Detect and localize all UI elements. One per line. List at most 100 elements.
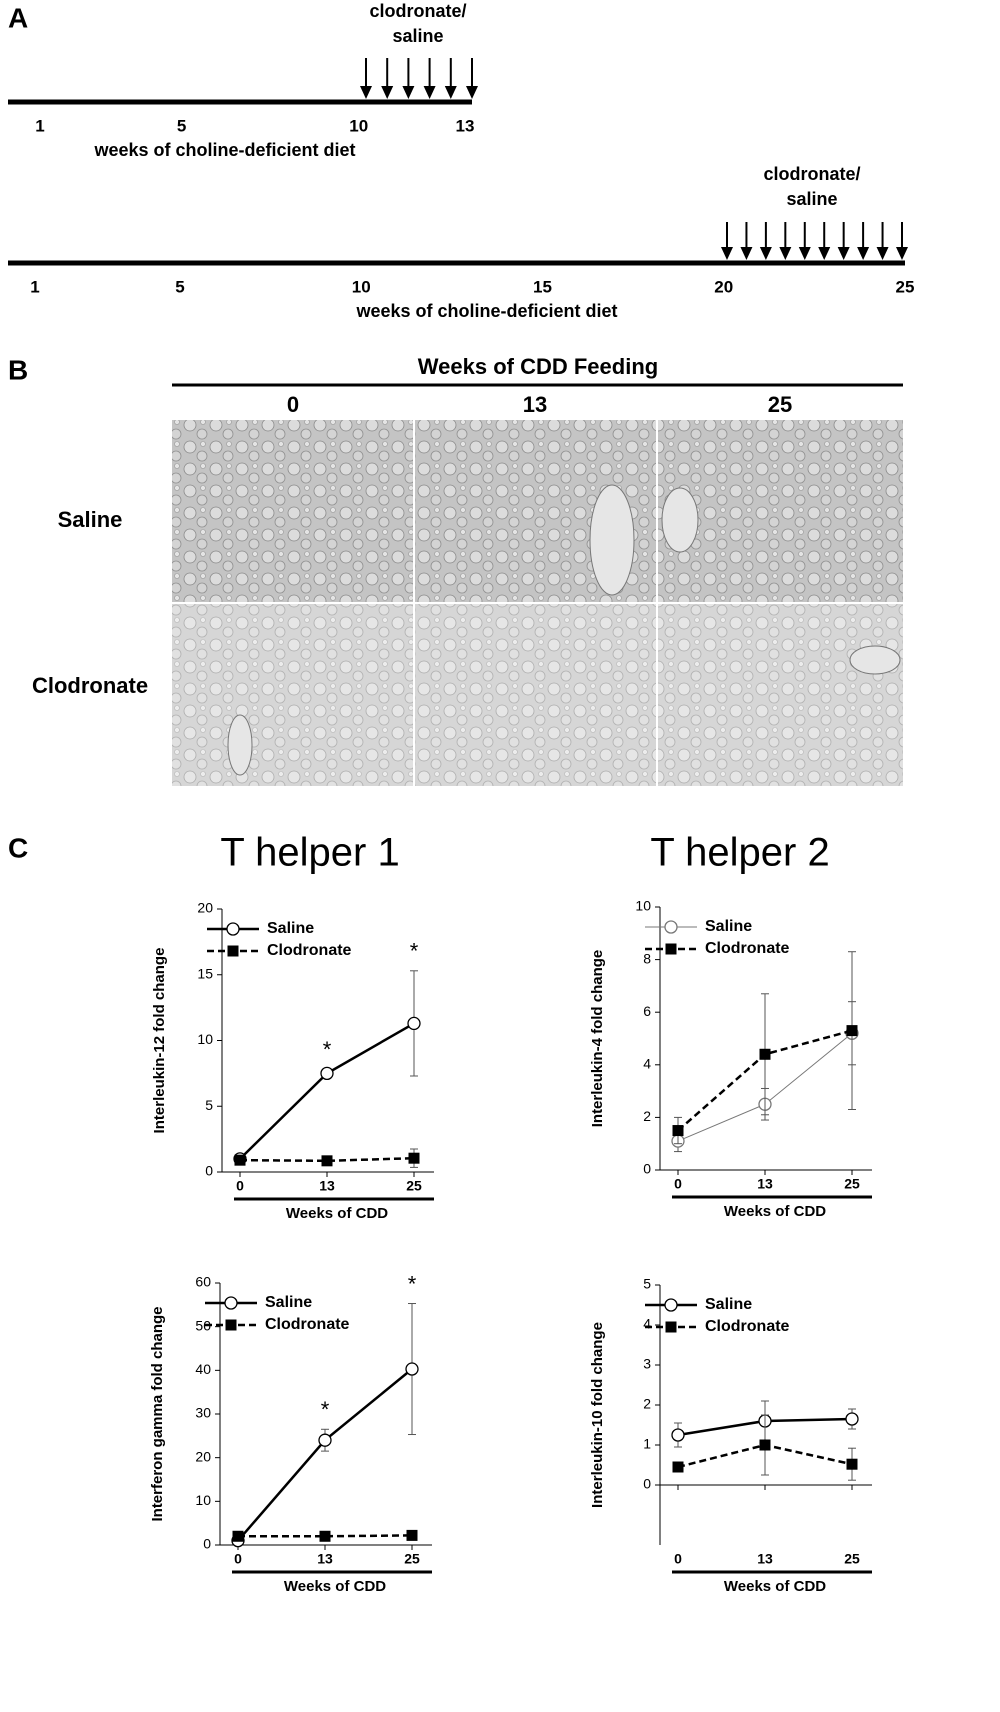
timeline-tick-label: 15 — [533, 277, 552, 296]
marker — [846, 1025, 858, 1037]
marker — [759, 1439, 771, 1451]
vessel — [589, 484, 635, 596]
timeline-tick-label: 13 — [456, 116, 475, 135]
arrow-head — [818, 247, 831, 260]
marker — [846, 1458, 858, 1470]
marker — [671, 1428, 685, 1442]
legend-marker — [225, 1319, 237, 1331]
timeline-tick-label: 1 — [30, 277, 39, 296]
panel-label: A — [8, 2, 28, 33]
x-tick-label: 25 — [844, 1551, 860, 1567]
y-tick-label: 50 — [195, 1317, 211, 1333]
arrow-head — [779, 247, 792, 260]
group-title: T helper 2 — [650, 831, 829, 875]
x-tick-label: 0 — [674, 1176, 682, 1192]
panel-label: C — [8, 832, 28, 863]
panel-label: B — [8, 354, 28, 385]
y-axis-label: Interleukin-12 fold change — [151, 948, 168, 1134]
marker — [672, 1461, 684, 1473]
y-tick-label: 0 — [643, 1476, 651, 1492]
arrow-head — [798, 247, 811, 260]
y-tick-label: 0 — [203, 1536, 211, 1552]
y-tick-label: 60 — [195, 1274, 211, 1290]
vessel — [661, 487, 699, 553]
y-tick-label: 20 — [197, 900, 213, 916]
y-tick-label: 20 — [195, 1448, 211, 1464]
arrow-head — [896, 247, 908, 260]
marker — [759, 1048, 771, 1060]
x-tick-label: 13 — [319, 1178, 335, 1194]
arrow-head — [837, 247, 850, 260]
annotation: * — [410, 939, 419, 964]
arrow-head — [857, 247, 870, 260]
arrow-head — [423, 86, 436, 99]
x-axis-label: Weeks of CDD — [724, 1578, 826, 1595]
timeline-tick-label: 10 — [352, 277, 371, 296]
x-tick-label: 25 — [404, 1551, 420, 1567]
marker — [234, 1154, 246, 1166]
annotation: clodronate/ — [369, 1, 466, 21]
arrow-head — [444, 86, 457, 99]
annotation: * — [408, 1271, 417, 1296]
legend-marker — [665, 943, 677, 955]
x-tick-label: 13 — [757, 1176, 773, 1192]
x-tick-label: 13 — [757, 1551, 773, 1567]
y-tick-label: 10 — [195, 1492, 211, 1508]
y-axis-label: Interleukin-4 fold change — [589, 950, 606, 1128]
y-tick-label: 8 — [643, 950, 651, 966]
y-tick-label: 5 — [643, 1276, 651, 1292]
vessel — [849, 645, 901, 675]
series-line — [237, 1368, 413, 1542]
column-label: 0 — [287, 392, 299, 417]
legend-label: Clodronate — [705, 1318, 790, 1335]
y-axis-label: Interferon gamma fold change — [149, 1306, 166, 1521]
arrow-head — [740, 247, 753, 260]
column-label: 25 — [768, 392, 792, 417]
timeline-axis-label: weeks of choline-deficient diet — [93, 140, 355, 160]
x-axis-label: Weeks of CDD — [286, 1205, 388, 1222]
timeline-tick-label: 5 — [177, 116, 186, 135]
y-tick-label: 15 — [197, 965, 213, 981]
y-tick-label: 40 — [195, 1361, 211, 1377]
legend-marker — [227, 945, 239, 957]
row-label: Saline — [58, 507, 123, 532]
marker — [845, 1412, 859, 1426]
arrow-head — [360, 86, 372, 99]
panel-title: Weeks of CDD Feeding — [418, 354, 658, 379]
group-title: T helper 1 — [220, 831, 399, 875]
series-line — [239, 1156, 415, 1163]
x-tick-label: 13 — [317, 1551, 333, 1567]
y-tick-label: 3 — [643, 1356, 651, 1372]
timeline-tick-label: 10 — [349, 116, 368, 135]
series-line — [238, 1534, 413, 1538]
y-tick-label: 30 — [195, 1405, 211, 1421]
legend-marker — [224, 1296, 238, 1310]
x-tick-label: 0 — [234, 1551, 242, 1567]
y-axis-label: Interleukin-10 fold change — [589, 1322, 606, 1508]
annotation: * — [323, 1037, 332, 1062]
arrow-head — [381, 86, 394, 99]
arrow-head — [402, 86, 415, 99]
y-tick-label: 2 — [643, 1108, 651, 1124]
annotation: saline — [392, 26, 443, 46]
arrow-head — [466, 86, 478, 99]
marker — [320, 1066, 334, 1081]
column-label: 13 — [523, 392, 547, 417]
x-tick-label: 0 — [236, 1178, 244, 1194]
legend-label: Clodronate — [267, 942, 352, 959]
arrow-head — [876, 247, 889, 260]
y-tick-label: 0 — [643, 1161, 651, 1177]
y-tick-label: 0 — [205, 1163, 213, 1179]
marker — [405, 1362, 419, 1376]
timeline-tick-label: 5 — [175, 277, 184, 296]
x-tick-label: 0 — [674, 1551, 682, 1567]
legend-label: Clodronate — [705, 940, 790, 957]
x-tick-label: 25 — [406, 1178, 422, 1194]
marker — [408, 1152, 420, 1164]
legend-label: Saline — [705, 1296, 752, 1313]
timeline-tick-label: 25 — [896, 277, 915, 296]
y-tick-label: 10 — [635, 898, 651, 914]
row-label: Clodronate — [32, 673, 148, 698]
legend-marker — [226, 922, 240, 936]
legend-marker — [664, 920, 678, 934]
